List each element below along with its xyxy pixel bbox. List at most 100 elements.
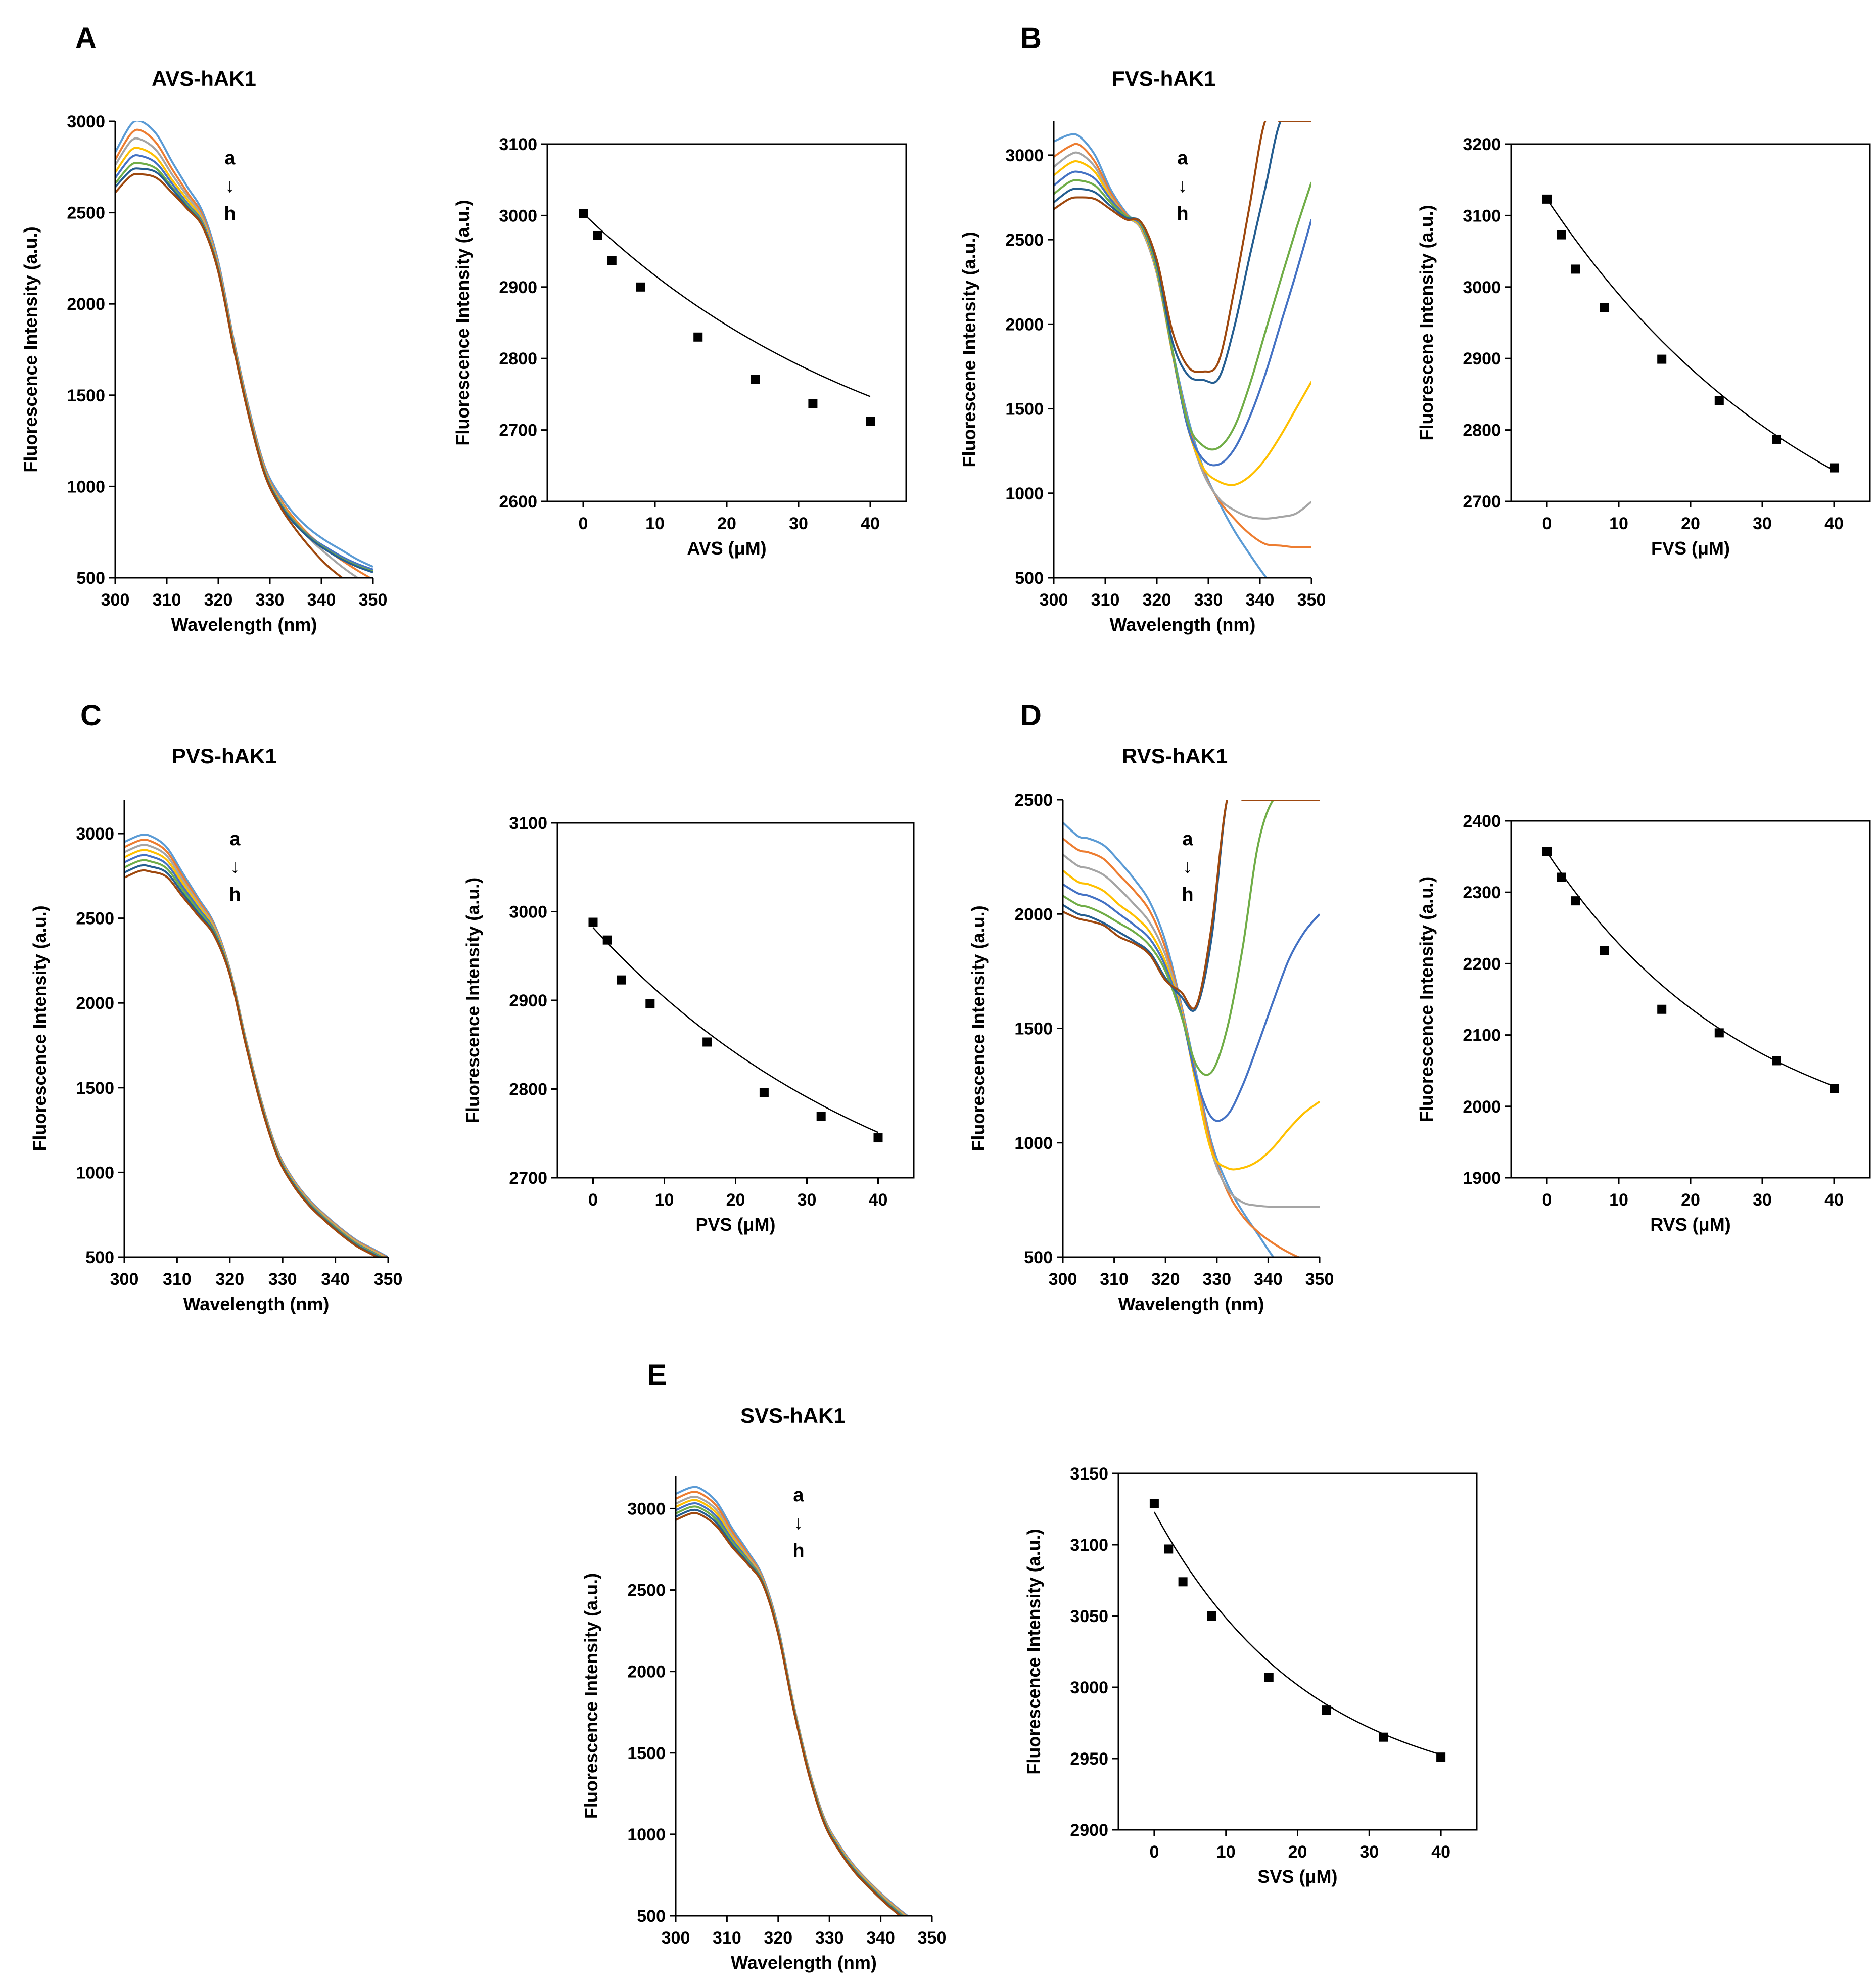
spectrum-y-tick-label-d: 2500 [1014,791,1053,810]
spectrum-x-label-e: Wavelength (nm) [731,1952,877,1973]
quench-y-tick-label-a: 2800 [499,349,537,368]
quench-y-tick-label-c: 2800 [509,1080,547,1099]
spectrum-y-tick-label-e: 1000 [627,1825,666,1844]
spectrum-x-tick-label-a: 350 [359,590,388,610]
data-point-e [1164,1544,1174,1554]
arrow-label-a-d: a [1182,828,1193,850]
spectrum-curve-a-b [115,128,372,578]
spectrum-y-tick-label-a: 1000 [67,477,105,496]
quench-y-tick-label-e: 3150 [1070,1464,1108,1484]
quench-x-tick-label-d: 20 [1681,1190,1700,1210]
panel-letter-e: E [647,1359,667,1392]
quench-x-label-a: AVS (μM) [687,538,766,559]
spectrum-y-label-c: Fluorescence Intensity (a.u.) [29,905,50,1151]
spectrum-y-tick-label-c: 1500 [76,1079,114,1098]
data-point-c [645,999,655,1009]
data-point-d [1542,847,1552,856]
spectrum-x-tick-label-a: 300 [101,590,130,610]
spectrum-x-tick-label-c: 320 [215,1270,244,1289]
arrow-glyph-d: ↓ [1183,856,1193,878]
spectrum-y-tick-label-a: 1500 [67,386,105,405]
spectrum-x-label-d: Wavelength (nm) [1118,1294,1264,1314]
panel-title-e: SVS-hAK1 [740,1404,846,1427]
quench-x-tick-label-d: 40 [1824,1190,1844,1210]
fit-curve-b [1546,199,1835,471]
quench-y-tick-label-e: 2900 [1070,1821,1108,1840]
quench-x-tick-label-a: 0 [579,514,588,533]
data-point-e [1379,1732,1388,1742]
spectrum-y-tick-label-b: 2000 [1005,315,1044,334]
spectrum-curve-e-f [676,1505,904,1916]
arrow-label-h-a: h [224,203,236,224]
spectrum-curve-b-g [1054,121,1311,384]
quench-y-label-d: Fluorescence Intensity (a.u.) [1416,876,1437,1122]
data-point-d [1830,1084,1839,1093]
quench-y-tick-label-b: 3000 [1463,278,1501,297]
data-point-a [751,375,760,384]
spectrum-y-tick-label-c: 3000 [76,824,114,844]
quench-x-tick-label-a: 40 [861,514,880,533]
spectrum-x-tick-label-e: 340 [866,1928,895,1948]
spectrum-y-tick-label-b: 3000 [1005,146,1044,165]
spectrum-y-tick-label-b: 500 [1015,569,1044,588]
spectrum-x-tick-label-e: 320 [764,1928,792,1948]
data-point-e [1178,1577,1188,1587]
spectrum-y-label-d: Fluorescence Intensity (a.u.) [968,905,989,1151]
arrow-glyph-e: ↓ [794,1512,804,1534]
quench-y-label-c: Fluorescence Intensity (a.u.) [462,878,483,1123]
data-point-c [759,1088,769,1097]
quench-y-tick-label-b: 3100 [1463,206,1501,225]
quench-x-tick-label-c: 0 [588,1190,598,1210]
spectrum-curve-c-e [124,854,384,1257]
panel-title-a: AVS-hAK1 [152,67,256,90]
spectrum-y-tick-label-b: 1000 [1005,484,1044,503]
quench-y-tick-label-b: 2800 [1463,421,1501,440]
spectrum-curve-e-d [676,1499,906,1916]
data-point-e [1149,1499,1159,1508]
data-point-a [607,256,617,265]
quench-y-tick-label-c: 3100 [509,814,547,833]
quench-x-tick-label-e: 10 [1216,1842,1236,1862]
quench-y-tick-label-a: 2600 [499,492,537,512]
spectrum-curve-c-f [124,859,383,1257]
arrow-label-a-c: a [229,828,241,850]
fit-curve-e [1153,1511,1441,1756]
quench-y-tick-label-a: 2700 [499,421,537,440]
data-point-b [1557,230,1566,240]
arrow-glyph-c: ↓ [230,856,240,878]
panel-title-c: PVS-hAK1 [172,744,277,768]
quench-x-tick-label-b: 20 [1681,514,1700,533]
data-point-e [1322,1705,1331,1715]
quench-y-label-a: Fluorescence Intensity (a.u.) [452,200,473,445]
quench-x-tick-label-b: 40 [1824,514,1844,533]
spectrum-y-tick-label-c: 500 [85,1248,114,1267]
quench-y-label-b: Fluorescene Intensity (a.u.) [1416,205,1437,440]
spectrum-x-tick-label-c: 340 [321,1270,350,1289]
spectrum-x-tick-label-b: 300 [1040,590,1068,610]
spectrum-curve-c-b [124,839,388,1257]
data-point-a [693,332,703,342]
spectrum-curve-group-e [676,1486,910,1916]
data-point-b [1542,194,1552,204]
panel-title-b: FVS-hAK1 [1112,67,1215,90]
data-point-a [866,417,875,426]
spectrum-curve-d-f [1063,800,1320,1076]
quench-x-tick-label-d: 30 [1753,1190,1772,1210]
arrow-label-h-d: h [1182,884,1193,905]
spectrum-x-tick-label-d: 350 [1305,1270,1334,1289]
quench-y-tick-label-a: 3000 [499,206,537,225]
panel-letter-b: B [1020,22,1042,55]
quench-y-tick-label-d: 2300 [1463,883,1501,902]
data-point-d [1557,872,1566,882]
spectrum-curve-d-c [1063,853,1320,1208]
spectrum-x-label-a: Wavelength (nm) [171,614,317,635]
spectrum-y-label-e: Fluorescence Intensity (a.u.) [581,1573,601,1819]
data-point-d [1714,1028,1724,1038]
quench-x-tick-label-a: 10 [645,514,665,533]
spectrum-curve-a-g [115,167,373,574]
quench-y-tick-label-e: 3000 [1070,1678,1108,1697]
arrow-label-a-b: a [1177,148,1188,169]
spectrum-y-tick-label-e: 2500 [627,1581,666,1600]
data-point-c [602,935,612,945]
